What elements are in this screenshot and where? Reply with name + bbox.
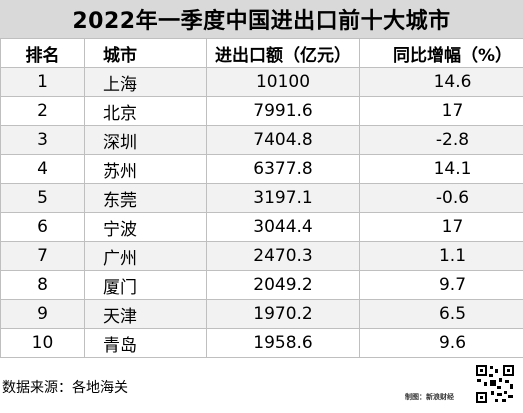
table-row: 9 天津 1970.2 6.5 bbox=[0, 299, 523, 329]
city-cell: 天津 bbox=[84, 299, 207, 329]
rank-cell: 6 bbox=[0, 212, 85, 242]
growth-cell: -0.6 bbox=[359, 183, 523, 213]
header-city: 城市 bbox=[84, 38, 207, 68]
table-row: 10 青岛 1958.6 9.6 bbox=[0, 328, 523, 358]
growth-cell: -2.8 bbox=[359, 125, 523, 155]
chart-title: 2022年一季度中国进出口前十大城市 bbox=[0, 0, 523, 38]
value-cell: 3197.1 bbox=[206, 183, 360, 213]
city-cell: 苏州 bbox=[84, 154, 207, 184]
table-row: 3 深圳 7404.8 -2.8 bbox=[0, 125, 523, 155]
table-row: 1 上海 10100 14.6 bbox=[0, 67, 523, 97]
growth-cell: 9.6 bbox=[359, 328, 523, 358]
growth-cell: 14.6 bbox=[359, 67, 523, 97]
value-cell: 7404.8 bbox=[206, 125, 360, 155]
chart-credit: 制图：新浪财经 bbox=[405, 393, 454, 401]
value-cell: 6377.8 bbox=[206, 154, 360, 184]
qr-code-icon bbox=[475, 364, 515, 404]
rank-cell: 1 bbox=[0, 67, 85, 97]
rank-cell: 8 bbox=[0, 270, 85, 300]
table-row: 5 东莞 3197.1 -0.6 bbox=[0, 183, 523, 213]
city-cell: 深圳 bbox=[84, 125, 207, 155]
city-cell: 厦门 bbox=[84, 270, 207, 300]
data-source: 数据来源：各地海关 bbox=[2, 380, 128, 396]
city-cell: 北京 bbox=[84, 96, 207, 126]
growth-cell: 6.5 bbox=[359, 299, 523, 329]
table-row: 6 宁波 3044.4 17 bbox=[0, 212, 523, 242]
value-cell: 1958.6 bbox=[206, 328, 360, 358]
table-row: 8 厦门 2049.2 9.7 bbox=[0, 270, 523, 300]
table-row: 7 广州 2470.3 1.1 bbox=[0, 241, 523, 271]
header-growth: 同比增幅（%） bbox=[359, 38, 523, 68]
table-body: 1 上海 10100 14.6 2 北京 7991.6 17 3 深圳 7404.8 -2.8 4 苏州 6… bbox=[0, 67, 523, 358]
rank-cell: 9 bbox=[0, 299, 85, 329]
rank-cell: 3 bbox=[0, 125, 85, 155]
rank-cell: 7 bbox=[0, 241, 85, 271]
city-cell: 青岛 bbox=[84, 328, 207, 358]
rank-cell: 10 bbox=[0, 328, 85, 358]
growth-cell: 17 bbox=[359, 212, 523, 242]
value-cell: 1970.2 bbox=[206, 299, 360, 329]
value-cell: 3044.4 bbox=[206, 212, 360, 242]
city-cell: 广州 bbox=[84, 241, 207, 271]
growth-cell: 14.1 bbox=[359, 154, 523, 184]
rank-cell: 4 bbox=[0, 154, 85, 184]
growth-cell: 9.7 bbox=[359, 270, 523, 300]
value-cell: 2049.2 bbox=[206, 270, 360, 300]
table-row: 2 北京 7991.6 17 bbox=[0, 96, 523, 126]
value-cell: 2470.3 bbox=[206, 241, 360, 271]
city-cell: 上海 bbox=[84, 67, 207, 97]
table-header-row: 排名 城市 进出口额（亿元） 同比增幅（%） bbox=[0, 38, 523, 68]
value-cell: 10100 bbox=[206, 67, 360, 97]
rank-cell: 5 bbox=[0, 183, 85, 213]
city-cell: 宁波 bbox=[84, 212, 207, 242]
table-row: 4 苏州 6377.8 14.1 bbox=[0, 154, 523, 184]
footer: 数据来源：各地海关 制图：新浪财经 bbox=[0, 364, 523, 413]
header-value: 进出口额（亿元） bbox=[206, 38, 360, 68]
growth-cell: 17 bbox=[359, 96, 523, 126]
ranking-table: 排名 城市 进出口额（亿元） 同比增幅（%） 1 上海 10100 14.6 2 北京 79… bbox=[0, 38, 523, 358]
header-rank: 排名 bbox=[0, 38, 85, 68]
rank-cell: 2 bbox=[0, 96, 85, 126]
value-cell: 7991.6 bbox=[206, 96, 360, 126]
growth-cell: 1.1 bbox=[359, 241, 523, 271]
city-cell: 东莞 bbox=[84, 183, 207, 213]
